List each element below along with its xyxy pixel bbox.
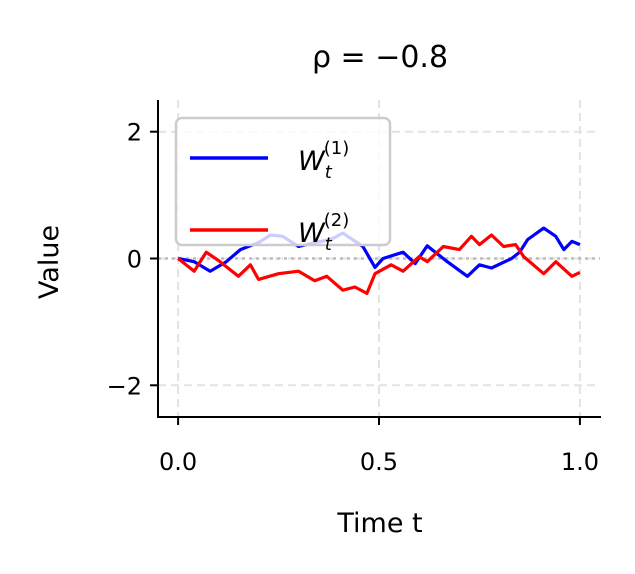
legend: Wt(1) Wt(2) [174,116,392,255]
x-tick-label: 0.0 [159,448,197,476]
y-tick-label: 2 [127,119,142,147]
y-tick-label: 0 [127,246,142,274]
x-tick-label: 1.0 [561,448,599,476]
ticks: 0.0 0.5 1.0 −2 0 2 [107,119,599,476]
y-tick-label: −2 [107,372,142,400]
x-tick-label: 0.5 [360,448,398,476]
legend-label-2: Wt(2) [298,210,349,255]
x-axis-label: Time t [336,508,422,539]
legend-box [174,116,392,247]
series-line-2 [177,233,581,295]
legend-label-1: Wt(1) [298,138,349,183]
chart-title: ρ = −0.8 [312,40,448,75]
y-axis-label: Value [34,225,65,299]
